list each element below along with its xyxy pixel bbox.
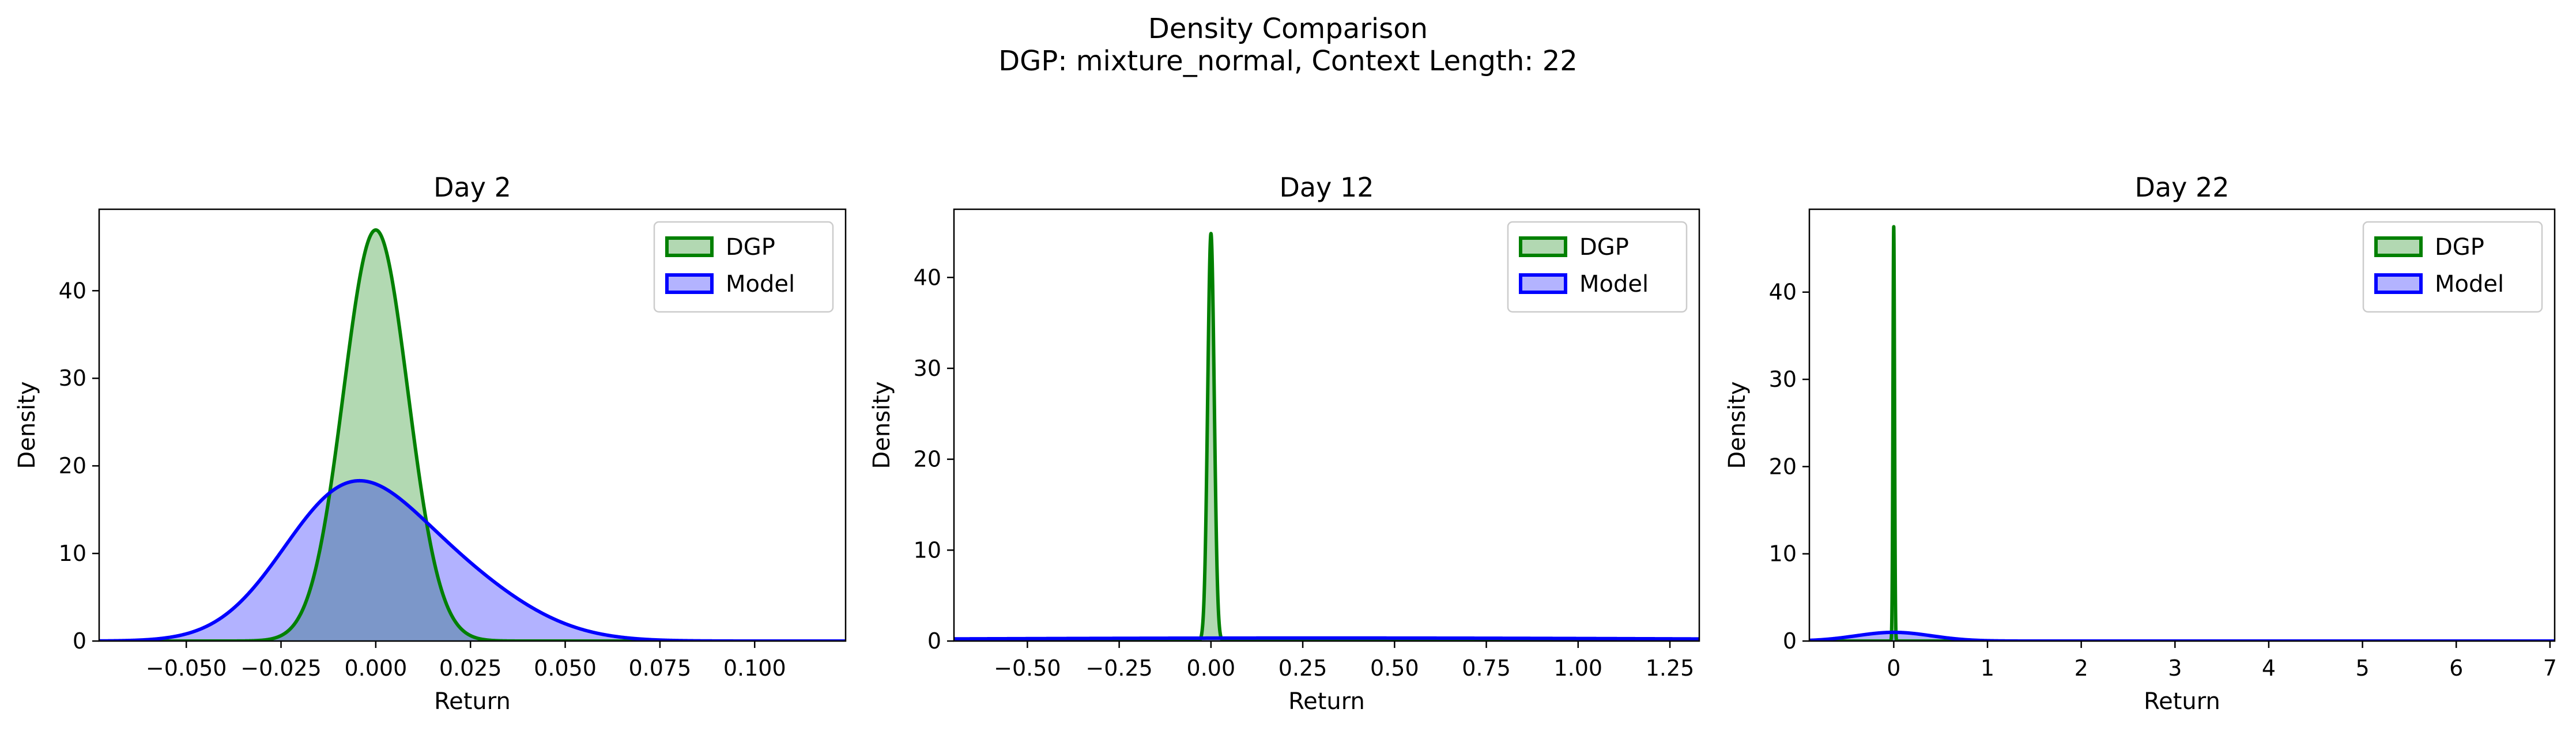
y-tick-label: 30 — [1769, 367, 1797, 392]
x-tick-label: 0 — [1887, 655, 1900, 681]
dgp-legend-label: DGP — [726, 234, 775, 261]
legend: DGP Model — [653, 221, 834, 313]
legend: DGP Model — [2362, 221, 2543, 313]
y-tick-label: 0 — [73, 628, 86, 654]
x-tick-label: −0.025 — [240, 655, 322, 681]
y-tick-label: 40 — [914, 265, 941, 290]
model-legend-label: Model — [726, 271, 795, 297]
x-tick-label: 6 — [2449, 655, 2463, 681]
dgp-legend-label: DGP — [2435, 234, 2484, 261]
x-tick-label: 0.25 — [1278, 655, 1327, 681]
x-tick-label: 4 — [2262, 655, 2276, 681]
legend: DGP Model — [1507, 221, 1688, 313]
x-axis-label: Return — [1288, 688, 1365, 715]
model-density-line — [954, 636, 1699, 641]
x-tick-label: 5 — [2355, 655, 2369, 681]
dgp-legend-swatch — [665, 236, 714, 257]
x-tick-label: 1.25 — [1646, 655, 1695, 681]
x-tick-label: 0.050 — [534, 655, 597, 681]
model-density-fill — [99, 480, 846, 641]
dgp-density-line — [1809, 225, 2555, 641]
x-tick-label: −0.25 — [1085, 655, 1152, 681]
model-legend-swatch — [665, 273, 714, 294]
model-legend-swatch — [2374, 273, 2423, 294]
x-axis-label: Return — [434, 688, 511, 715]
model-legend-swatch — [1519, 273, 1567, 294]
axes-frame — [1808, 208, 2556, 642]
dgp-legend-swatch — [2374, 236, 2423, 257]
x-tick-label: 2 — [2075, 655, 2088, 681]
figure-title-line-1: Density Comparison — [1148, 13, 1428, 45]
plot-area — [954, 232, 1699, 641]
y-tick-label: 20 — [1769, 454, 1797, 479]
x-tick-label: 0.075 — [628, 655, 691, 681]
figure-title-line-2: DGP: mixture_normal, Context Length: 22 — [998, 45, 1578, 77]
x-tick-label: 3 — [2168, 655, 2182, 681]
x-tick-label: 0.025 — [439, 655, 502, 681]
x-tick-label: 0.000 — [344, 655, 407, 681]
y-tick-label: 10 — [59, 541, 86, 566]
dgp-legend-swatch — [1519, 236, 1567, 257]
x-tick-label: 0.100 — [723, 655, 786, 681]
panel-title: Day 12 — [1280, 172, 1374, 203]
y-tick-label: 20 — [914, 447, 941, 472]
x-tick-label: 0.75 — [1462, 655, 1511, 681]
y-tick-label: 0 — [1783, 628, 1797, 654]
chart-panel-2: −0.50 −0.25 0.00 0.25 0.50 0.75 1.00 1.25 0 10 20 3… — [869, 172, 1700, 715]
y-axis-label: Density — [869, 381, 895, 469]
axes-frame — [953, 208, 1700, 642]
x-tick-label: 7 — [2543, 655, 2557, 681]
y-tick-label: 0 — [927, 628, 941, 654]
panel-title: Day 2 — [433, 172, 511, 203]
panel-title: Day 22 — [2135, 172, 2230, 203]
chart-panel-1: −0.050 −0.025 0.000 0.025 0.050 0.075 0.100 0 10… — [14, 172, 847, 715]
x-tick-label: 0.50 — [1370, 655, 1419, 681]
x-tick-label: 0.00 — [1187, 655, 1236, 681]
y-tick-label: 40 — [1769, 280, 1797, 305]
model-legend-label: Model — [1579, 271, 1649, 297]
chart-panel-3: 0 1 2 3 4 5 6 7 0 10 20 30 40 Day 22 Return Density DGP M… — [1724, 172, 2557, 715]
y-tick-label: 10 — [1769, 541, 1797, 567]
y-tick-label: 20 — [59, 453, 86, 478]
plot-area — [1809, 225, 2555, 641]
model-density-line — [1809, 630, 2555, 641]
x-tick-label: 1 — [1981, 655, 1994, 681]
y-tick-label: 40 — [59, 278, 86, 303]
axes-frame — [98, 208, 847, 642]
y-tick-label: 30 — [914, 356, 941, 381]
y-axis-label: Density — [14, 381, 40, 469]
x-tick-label: −0.050 — [146, 655, 227, 681]
y-tick-label: 10 — [914, 537, 941, 563]
x-tick-label: −0.50 — [994, 655, 1061, 681]
y-axis-label: Density — [1724, 381, 1751, 469]
x-tick-label: 1.00 — [1554, 655, 1603, 681]
y-tick-label: 30 — [59, 365, 86, 391]
model-legend-label: Model — [2435, 271, 2504, 297]
x-axis-label: Return — [2144, 688, 2220, 715]
dgp-legend-label: DGP — [1579, 234, 1629, 261]
